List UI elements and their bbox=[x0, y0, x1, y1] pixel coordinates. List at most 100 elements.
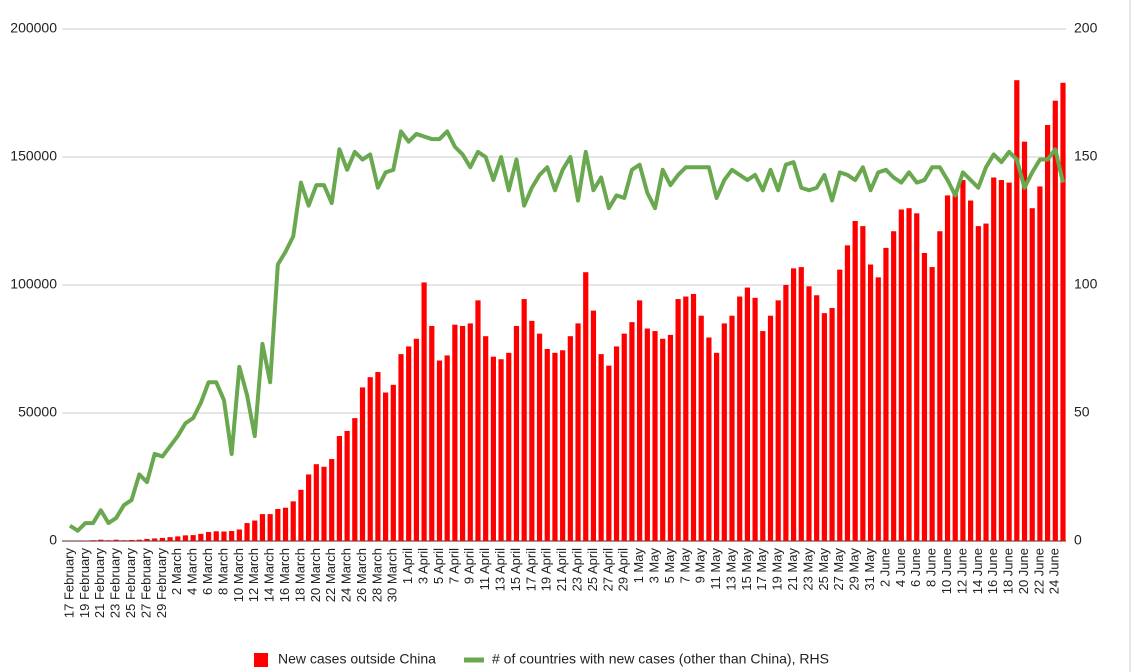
x-tick-label: 22 March bbox=[323, 548, 338, 602]
bar bbox=[390, 384, 396, 541]
bar bbox=[152, 538, 158, 541]
bar bbox=[82, 540, 88, 541]
bar bbox=[444, 355, 450, 541]
bar bbox=[737, 296, 743, 541]
x-tick-label: 20 June bbox=[1016, 548, 1031, 594]
bar bbox=[359, 387, 366, 541]
bar bbox=[760, 331, 766, 541]
bar bbox=[921, 253, 928, 541]
x-tick-label: 24 March bbox=[339, 548, 354, 602]
x-tick-label: 1 April bbox=[400, 548, 415, 584]
x-tick-label: 8 June bbox=[924, 548, 939, 587]
bar bbox=[159, 537, 165, 541]
bar bbox=[690, 293, 697, 541]
bar bbox=[144, 538, 150, 541]
bar bbox=[798, 267, 804, 541]
bar bbox=[898, 209, 904, 542]
bar bbox=[1006, 182, 1012, 541]
x-tick-label: 16 March bbox=[277, 548, 292, 602]
bar bbox=[467, 323, 473, 541]
bar bbox=[483, 336, 489, 541]
bar bbox=[398, 354, 404, 541]
x-tick-label: 29 April bbox=[616, 548, 631, 591]
bar bbox=[968, 200, 974, 541]
bar bbox=[90, 540, 96, 541]
bar bbox=[929, 267, 935, 541]
bar bbox=[259, 514, 266, 541]
bar bbox=[198, 533, 204, 541]
x-tick-label: 14 June bbox=[970, 548, 985, 594]
bar bbox=[721, 323, 727, 541]
bar bbox=[329, 459, 335, 541]
bar bbox=[560, 350, 566, 541]
x-tick-label: 21 May bbox=[785, 548, 800, 591]
bar bbox=[821, 313, 827, 541]
x-tick-label: 18 June bbox=[1001, 548, 1016, 594]
bar bbox=[683, 296, 689, 541]
x-tick-label: 1 May bbox=[631, 548, 646, 584]
bar bbox=[621, 333, 627, 541]
bar bbox=[675, 299, 681, 541]
x-tick-label: 5 May bbox=[662, 548, 677, 584]
x-tick-label: 10 June bbox=[939, 548, 954, 594]
bar bbox=[536, 333, 543, 541]
x-tick-label: 17 February bbox=[61, 548, 76, 619]
y2-tick-label: 200 bbox=[1074, 20, 1098, 36]
bar bbox=[344, 430, 350, 541]
bar bbox=[567, 336, 573, 541]
x-tick-label: 24 June bbox=[1047, 548, 1062, 594]
bar bbox=[944, 195, 951, 541]
bar bbox=[891, 231, 897, 542]
x-tick-label: 27 April bbox=[600, 548, 615, 591]
bar bbox=[275, 509, 281, 541]
bar bbox=[598, 354, 604, 541]
bar bbox=[875, 277, 881, 541]
x-tick-label: 19 May bbox=[770, 548, 785, 591]
x-tick-label: 29 May bbox=[847, 548, 862, 591]
bar bbox=[606, 365, 612, 541]
bar bbox=[1029, 208, 1035, 541]
bar bbox=[613, 346, 620, 541]
bar bbox=[906, 208, 912, 541]
bar bbox=[336, 436, 343, 541]
x-tick-label: 21 February bbox=[92, 548, 107, 619]
bar bbox=[914, 213, 920, 541]
bar bbox=[221, 531, 227, 541]
bar bbox=[660, 338, 666, 541]
bar bbox=[960, 180, 966, 542]
bar bbox=[252, 520, 258, 541]
bar bbox=[282, 507, 289, 541]
y-tick-label: 200000 bbox=[10, 20, 57, 36]
bar bbox=[667, 334, 674, 541]
x-tick-label: 9 April bbox=[462, 548, 477, 584]
bar bbox=[729, 315, 735, 541]
x-tick-label: 31 May bbox=[862, 548, 877, 591]
bar bbox=[629, 322, 635, 541]
x-tick-label: 2 June bbox=[877, 548, 892, 587]
x-tick-label: 25 May bbox=[816, 548, 831, 591]
x-tick-label: 17 April bbox=[523, 548, 538, 591]
bar bbox=[290, 501, 296, 541]
bar bbox=[383, 392, 389, 541]
bar bbox=[459, 325, 466, 541]
bar bbox=[352, 418, 358, 541]
x-tick-label: 28 March bbox=[369, 548, 384, 602]
bar bbox=[436, 360, 443, 541]
bar bbox=[521, 299, 527, 541]
bar bbox=[814, 295, 820, 541]
bar bbox=[767, 315, 774, 541]
y2-tick-label: 0 bbox=[1074, 532, 1082, 548]
bar bbox=[852, 221, 858, 541]
bar bbox=[229, 531, 235, 541]
bar bbox=[867, 264, 874, 541]
x-tick-label: 11 April bbox=[477, 548, 492, 591]
bar bbox=[121, 540, 127, 541]
x-tick-label: 23 May bbox=[800, 548, 815, 591]
bar bbox=[1060, 82, 1066, 541]
x-tick-label: 20 March bbox=[308, 548, 323, 602]
legend-label: New cases outside China bbox=[278, 651, 436, 667]
bar bbox=[452, 324, 458, 541]
x-tick-label: 15 May bbox=[739, 548, 754, 591]
bar bbox=[136, 539, 142, 541]
bar bbox=[321, 466, 327, 541]
